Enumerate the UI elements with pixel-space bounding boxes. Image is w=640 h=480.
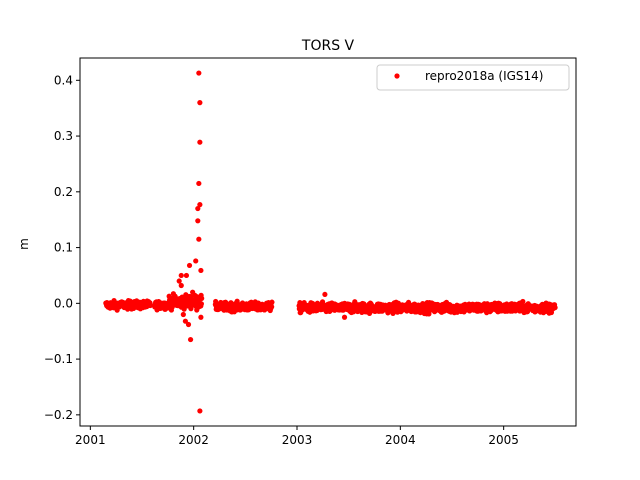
y-axis-label: m bbox=[17, 238, 31, 250]
x-tick-label: 2005 bbox=[488, 433, 519, 447]
data-point-outlier bbox=[196, 236, 202, 242]
y-tick-label: 0.4 bbox=[54, 73, 73, 87]
data-point-outlier bbox=[341, 314, 348, 320]
data-point bbox=[552, 304, 558, 311]
data-point-outlier bbox=[178, 272, 184, 279]
data-points bbox=[103, 70, 558, 414]
x-tick-label: 2004 bbox=[385, 433, 416, 447]
x-tick-label: 2002 bbox=[178, 433, 209, 447]
data-point-outlier bbox=[193, 258, 199, 264]
data-point bbox=[269, 299, 275, 305]
data-point bbox=[147, 302, 153, 309]
legend-box bbox=[376, 64, 570, 91]
data-point bbox=[520, 298, 526, 305]
data-point-outlier bbox=[187, 336, 194, 343]
y-tick-label: 0.1 bbox=[54, 241, 73, 255]
plot-frame bbox=[79, 57, 577, 427]
data-point-outlier bbox=[198, 267, 204, 274]
data-point-outlier bbox=[185, 321, 192, 328]
y-tick-label: −0.2 bbox=[44, 408, 73, 422]
x-tick-label: 2001 bbox=[75, 433, 106, 447]
y-tick-label: 0.0 bbox=[54, 296, 73, 310]
legend-label: repro2018a (IGS14) bbox=[425, 69, 543, 83]
data-point-outlier bbox=[183, 272, 190, 279]
y-tick-label: 0.2 bbox=[54, 185, 73, 199]
data-point-outlier bbox=[197, 139, 203, 145]
legend: repro2018a (IGS14) bbox=[376, 64, 570, 91]
data-point-outlier bbox=[322, 291, 328, 298]
data-point-outlier bbox=[182, 318, 188, 324]
y-tick-label: −0.1 bbox=[44, 352, 73, 366]
data-point-outlier bbox=[190, 289, 196, 295]
data-point-outlier bbox=[180, 311, 186, 318]
data-point-outlier bbox=[197, 202, 203, 208]
legend-marker bbox=[394, 73, 400, 79]
data-point bbox=[269, 304, 275, 310]
data-point-outlier bbox=[176, 278, 182, 284]
data-point-outlier bbox=[198, 314, 204, 320]
data-point bbox=[199, 295, 205, 301]
y-tick-label: 0.3 bbox=[54, 129, 73, 143]
data-point-outlier bbox=[194, 307, 200, 313]
data-point bbox=[198, 301, 204, 307]
chart-title: TORS V bbox=[301, 38, 355, 54]
data-point-outlier bbox=[197, 408, 203, 414]
data-point-outlier bbox=[195, 218, 201, 224]
data-point-outlier bbox=[186, 262, 193, 269]
x-tick-label: 2003 bbox=[282, 433, 313, 447]
data-point-outlier bbox=[196, 70, 202, 76]
data-point-outlier bbox=[196, 180, 202, 187]
data-point-outlier bbox=[195, 205, 201, 212]
data-point-outlier bbox=[197, 100, 203, 106]
data-point-outlier bbox=[178, 282, 184, 289]
axis-ticks: 2001 2002 2003 2004 2005 −0.2 −0.1 0.0 0.1 0.2 0.3… bbox=[44, 73, 519, 447]
